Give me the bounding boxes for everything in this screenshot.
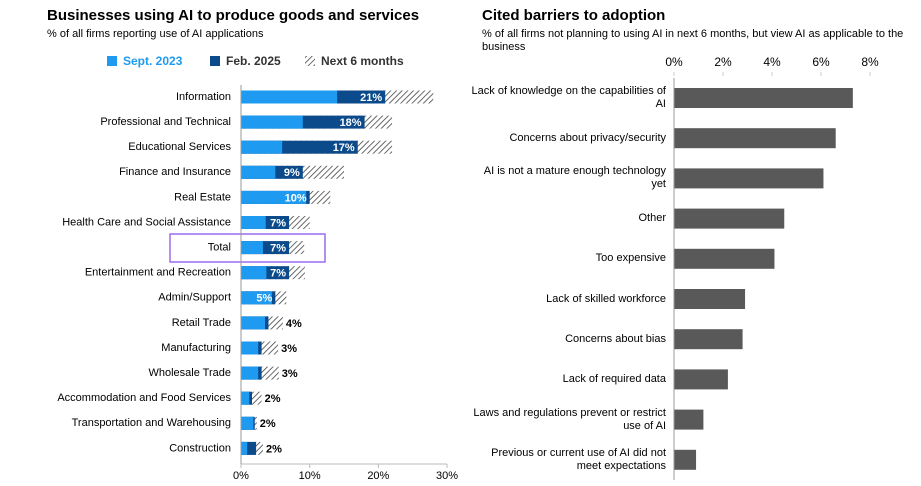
bar bbox=[241, 391, 250, 405]
y-tick-label: Real Estate bbox=[174, 191, 231, 203]
bar bbox=[241, 115, 303, 129]
x-tick-label: 10% bbox=[299, 470, 321, 482]
y-tick-label: Finance and Insurance bbox=[119, 166, 231, 178]
x-tick-label: 8% bbox=[861, 55, 879, 69]
y-tick-label: Transportation and Warehousing bbox=[72, 417, 231, 429]
bar bbox=[674, 369, 728, 390]
value-label: 3% bbox=[281, 343, 297, 355]
chart-title: Businesses using AI to produce goods and… bbox=[47, 7, 419, 24]
y-tick-label: Other bbox=[638, 212, 666, 225]
bar bbox=[241, 140, 283, 154]
bar bbox=[241, 341, 259, 355]
y-tick-label: Laws and regulations prevent or restrict… bbox=[473, 406, 666, 432]
bar bbox=[241, 291, 272, 305]
y-tick-label: Concerns about bias bbox=[565, 332, 666, 345]
x-tick-label: 6% bbox=[812, 55, 830, 69]
bar bbox=[241, 416, 254, 430]
y-tick-label: Accommodation and Food Services bbox=[57, 392, 231, 404]
y-tick-label: Manufacturing bbox=[161, 342, 231, 354]
bar bbox=[674, 329, 743, 350]
value-label: 9% bbox=[284, 167, 300, 179]
bar bbox=[241, 241, 263, 255]
value-label: 10% bbox=[285, 192, 307, 204]
bar bbox=[674, 208, 785, 229]
legend-label: Sept. 2023 bbox=[123, 54, 183, 68]
bar bbox=[241, 190, 307, 204]
bar bbox=[674, 168, 824, 189]
x-tick-label: 4% bbox=[763, 55, 781, 69]
y-tick-label: Total bbox=[208, 242, 231, 254]
x-tick-label: 0% bbox=[233, 470, 249, 482]
y-tick-label: Educational Services bbox=[128, 141, 231, 153]
bar bbox=[241, 90, 338, 104]
value-label: 7% bbox=[270, 268, 286, 280]
legend-swatch bbox=[210, 56, 220, 66]
bar bbox=[674, 88, 853, 108]
value-label: 18% bbox=[340, 117, 362, 129]
y-tick-label: Entertainment and Recreation bbox=[85, 267, 231, 279]
value-label: 17% bbox=[333, 142, 355, 154]
y-tick-label: Construction bbox=[169, 442, 231, 454]
y-tick-label: Wholesale Trade bbox=[148, 367, 231, 379]
value-label: 7% bbox=[270, 217, 286, 229]
value-label: 3% bbox=[282, 368, 298, 380]
value-label: 7% bbox=[270, 243, 286, 255]
chart-subtitle: % of all firms reporting use of AI appli… bbox=[47, 28, 264, 40]
value-label: 21% bbox=[360, 92, 382, 104]
x-tick-label: 2% bbox=[714, 55, 732, 69]
value-label: 4% bbox=[286, 318, 302, 330]
highlight-box bbox=[169, 233, 326, 263]
legend-label: Feb. 2025 bbox=[226, 54, 281, 68]
y-tick-label: Professional and Technical bbox=[100, 116, 231, 128]
y-tick-label: Health Care and Social Assistance bbox=[62, 216, 231, 228]
bar bbox=[674, 449, 697, 470]
value-label: 5% bbox=[256, 293, 272, 305]
y-tick-label: Retail Trade bbox=[172, 317, 231, 329]
bar bbox=[241, 366, 259, 380]
x-tick-label: 20% bbox=[367, 470, 389, 482]
y-tick-label: Lack of required data bbox=[562, 372, 666, 385]
bar bbox=[241, 266, 267, 280]
y-tick-label: Lack of skilled workforce bbox=[546, 292, 666, 305]
bar bbox=[241, 441, 248, 455]
legend-swatch bbox=[107, 56, 117, 66]
bar bbox=[241, 316, 266, 330]
value-label: 2% bbox=[266, 443, 282, 455]
bar bbox=[241, 216, 266, 229]
y-tick-label: AI is not a mature enough technology yet bbox=[483, 165, 666, 191]
bar bbox=[241, 165, 276, 179]
bar bbox=[674, 128, 836, 149]
legend-label: Next 6 months bbox=[321, 54, 404, 68]
bar bbox=[674, 409, 704, 430]
bar bbox=[674, 289, 746, 309]
y-tick-label: Too expensive bbox=[595, 252, 666, 265]
bar bbox=[674, 248, 775, 269]
y-tick-label: Concerns about privacy/security bbox=[509, 131, 666, 144]
y-tick-label: Information bbox=[176, 91, 231, 103]
chart-title: Cited barriers to adoption bbox=[482, 7, 665, 24]
legend-swatch bbox=[305, 56, 315, 66]
y-tick-label: Lack of knowledge on the capabilities of… bbox=[471, 85, 666, 110]
value-label: 2% bbox=[265, 393, 281, 405]
y-tick-label: Admin/Support bbox=[158, 292, 231, 304]
value-label: 2% bbox=[260, 418, 276, 430]
x-tick-label: 30% bbox=[436, 470, 458, 482]
x-tick-label: 0% bbox=[665, 55, 683, 69]
chart-subtitle: % of all firms not planning to using AI … bbox=[482, 28, 904, 53]
y-tick-label: Previous or current use of AI did not me… bbox=[491, 446, 666, 472]
